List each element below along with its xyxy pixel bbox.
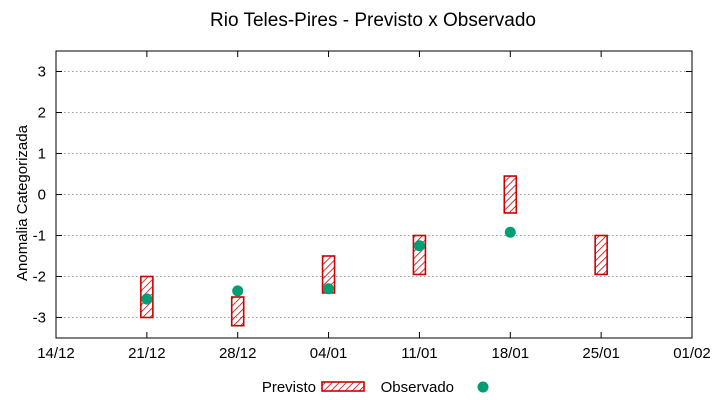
y-tick-label: -2 [33, 269, 46, 286]
observado-point [413, 240, 425, 252]
observado-point [141, 293, 153, 305]
x-tick-label: 28/12 [219, 345, 257, 362]
ticks-layer: -3 -2 -1 0 1 2 3 14/12 21/12 28/12 04/01 11/01 18/01… [33, 51, 711, 362]
observado-point [323, 283, 335, 295]
y-axis-label: Anomalia Categorizada [14, 124, 31, 281]
previsto-box [230, 296, 245, 327]
legend: Previsto Observado [262, 379, 489, 396]
plot-frame [55, 50, 693, 339]
y-tick-label: 1 [38, 146, 46, 163]
x-tick-label: 14/12 [37, 345, 75, 362]
x-tick-label: 21/12 [128, 345, 166, 362]
previsto-box [503, 175, 518, 214]
x-tick-label: 01/02 [673, 345, 711, 362]
y-tick-label: -1 [33, 228, 46, 245]
chart-title: Rio Teles-Pires - Previsto x Observado [210, 10, 536, 31]
legend-label-observado: Observado [381, 379, 454, 396]
x-tick-label: 04/01 [310, 345, 348, 362]
y-tick-label: 3 [38, 64, 46, 81]
x-tick-label: 18/01 [492, 345, 530, 362]
y-tick-label: 0 [38, 187, 46, 204]
observado-point [504, 226, 516, 238]
legend-label-previsto: Previsto [262, 379, 316, 396]
marks-layer [140, 175, 608, 327]
previsto-box [594, 234, 608, 276]
y-tick-label: -3 [33, 310, 46, 327]
legend-swatch-previsto [321, 381, 365, 392]
x-tick-label: 11/01 [401, 345, 437, 362]
observado-point [232, 285, 244, 297]
legend-swatch-observado [477, 381, 489, 393]
y-tick-label: 2 [38, 105, 46, 122]
x-tick-label: 25/01 [582, 345, 620, 362]
